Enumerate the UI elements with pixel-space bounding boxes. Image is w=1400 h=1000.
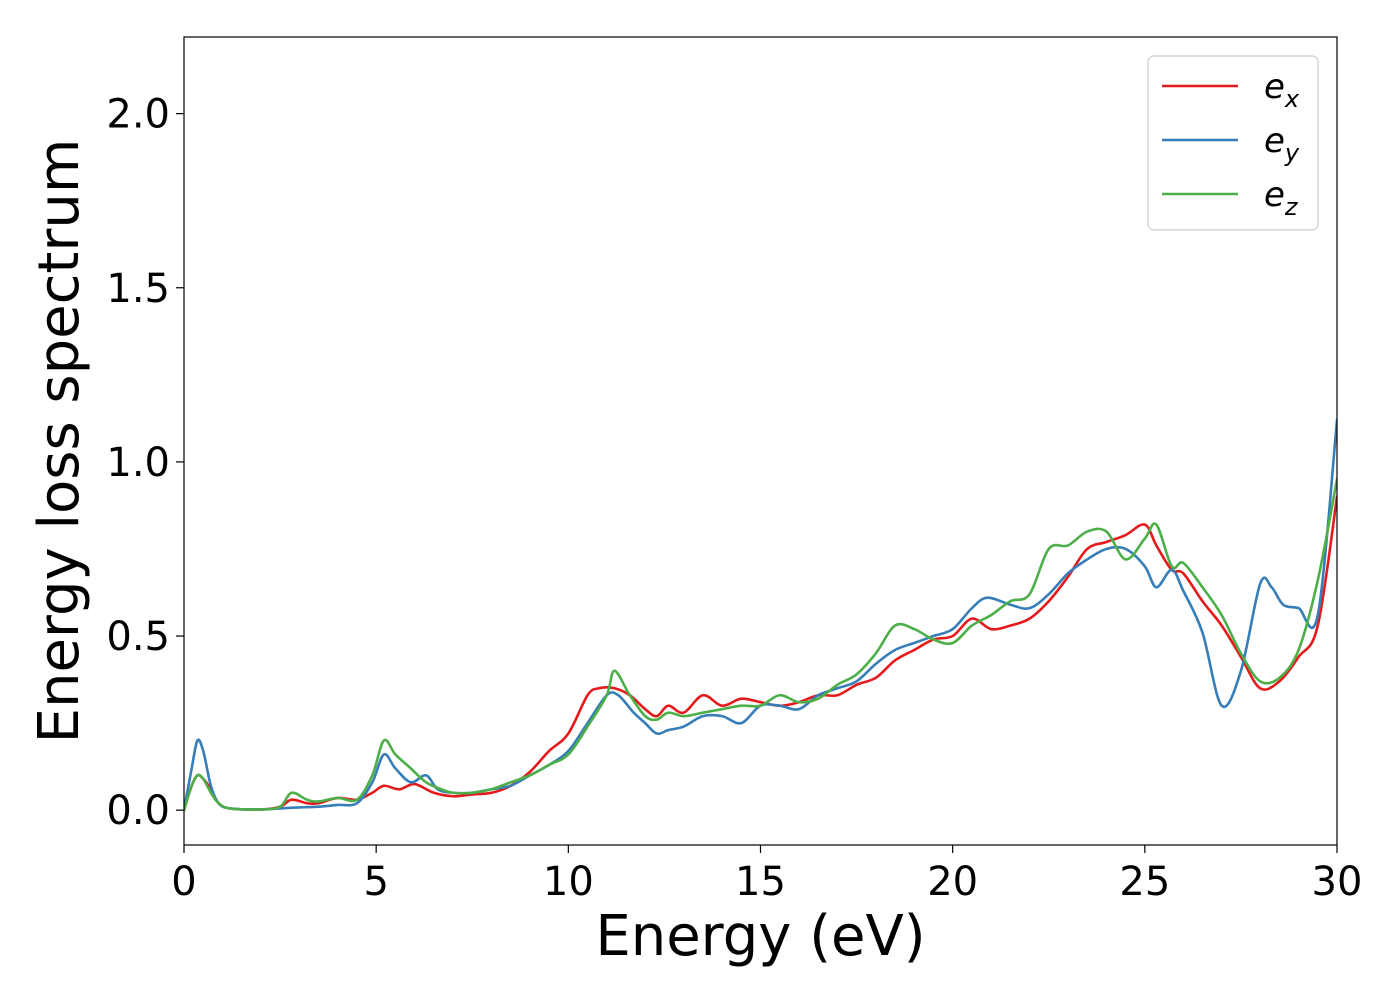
y-tick-label: 2.0 (106, 92, 170, 138)
x-tick-label: 15 (735, 859, 786, 905)
legend-entry-name: e (1264, 175, 1285, 215)
y-tick-label: 1.0 (106, 440, 170, 486)
y-tick-label: 0.0 (106, 788, 170, 834)
legend-entry-name: e (1264, 121, 1285, 161)
y-tick-label: 1.5 (106, 266, 170, 312)
x-tick-label: 30 (1312, 859, 1363, 905)
series-line-e-y (184, 418, 1337, 812)
x-tick-label: 25 (1119, 859, 1170, 905)
y-tick-label: 0.5 (106, 614, 170, 660)
x-tick-label: 10 (543, 859, 594, 905)
axes-frame (183, 36, 1338, 846)
x-axis-label: Energy (eV) (595, 904, 925, 969)
x-tick-label: 5 (363, 859, 388, 905)
y-axis-label: Energy loss spectrum (27, 139, 92, 744)
legend-entry-subscript: z (1284, 193, 1299, 221)
legend-entry-subscript: y (1284, 139, 1300, 167)
legend-entry-y: ey (1264, 121, 1300, 167)
x-tick-label: 20 (927, 859, 978, 905)
legend-entry-z: ez (1264, 175, 1299, 221)
x-tick-label: 0 (171, 859, 196, 905)
series-line-e-z (184, 478, 1337, 812)
legend-entry-name: e (1264, 67, 1285, 107)
legend-box (1147, 55, 1319, 231)
axis-ticks: 0 5 10 15 20 25 30 0.0 0.5 1.0 1.5 2.0 (106, 92, 1362, 905)
legend-entry-subscript: x (1284, 85, 1300, 113)
legend-entry-x: ex (1264, 67, 1300, 113)
plot-area (184, 418, 1337, 812)
